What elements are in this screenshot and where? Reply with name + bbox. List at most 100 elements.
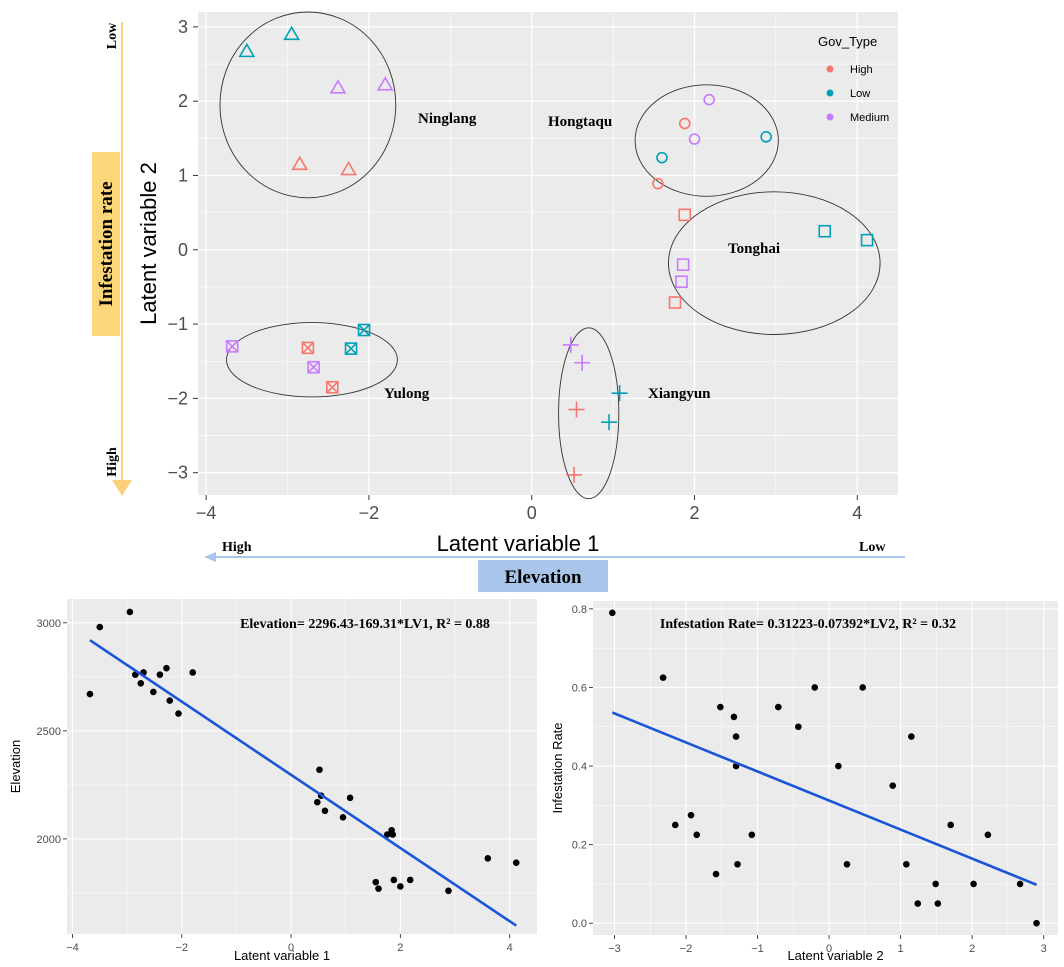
- reg1-panel-background: [67, 599, 537, 934]
- data-point: [748, 831, 756, 839]
- data-point: [390, 876, 398, 884]
- infestation-regression-plot: −3 −2 −1 0 1 2 3 0.0 0.2 0.4 0.6 0.8 Infestation Ra…: [550, 601, 1058, 963]
- data-point: [126, 608, 134, 616]
- cluster-label: Ninglang: [418, 111, 477, 127]
- square-x-point: [307, 360, 320, 374]
- reg2-fit-line: [611, 711, 1038, 886]
- square-point: [668, 296, 682, 309]
- data-point: [671, 821, 679, 829]
- square-point: [678, 208, 692, 222]
- data-point: [934, 900, 942, 907]
- x-tick-label: −2: [680, 943, 693, 955]
- x-tick-label: 0: [288, 942, 294, 954]
- legend-title: Gov_Type: [818, 34, 877, 49]
- data-point: [406, 876, 414, 884]
- x-tick-label: −4: [196, 503, 217, 523]
- left-low-label: Low: [105, 22, 120, 49]
- y-tick-label: −2: [167, 388, 188, 408]
- y-tick-label: 2000: [37, 834, 61, 846]
- cluster-ellipses: [219, 11, 881, 500]
- x-tick-label: −3: [608, 943, 621, 955]
- circle-point: [703, 93, 715, 106]
- cluster-labels: Ninglang Hongtaqu Tonghai Yulong Xiangyun: [384, 111, 780, 402]
- data-point: [687, 811, 695, 819]
- circle-point: [678, 117, 691, 130]
- x-tick-label: 1: [898, 943, 904, 955]
- square-x-cross: [226, 340, 239, 353]
- x-tick-label: 4: [507, 942, 513, 954]
- data-point: [908, 733, 915, 740]
- square-x-cross: [301, 341, 314, 354]
- x-tick-label: −2: [359, 503, 380, 523]
- main-panel-background: [198, 12, 898, 495]
- left-high-label: High: [105, 447, 120, 477]
- data-point: [137, 679, 145, 687]
- reg2-x-axis-label: Latent variable 2: [787, 948, 883, 963]
- data-point: [734, 860, 741, 868]
- square-x-point: [344, 342, 358, 355]
- y-tick-label: 0.8: [572, 604, 587, 616]
- main-y-axis-label: Latent variable 2: [136, 162, 161, 325]
- x-tick-label: 0: [826, 943, 832, 955]
- square-point: [675, 275, 688, 289]
- data-point: [339, 813, 347, 821]
- data-point: [843, 860, 851, 868]
- square-x-cross: [307, 361, 320, 374]
- data-point: [730, 713, 738, 721]
- circle-point: [760, 131, 772, 143]
- triangle-point: [283, 25, 300, 41]
- data-point: [96, 623, 104, 631]
- x-tick-label: 2: [690, 503, 700, 523]
- infestation-rate-arrow: Low High Infestation rate: [92, 22, 132, 496]
- data-point: [903, 860, 910, 868]
- elevation-arrow: High Low Elevation: [204, 540, 905, 592]
- square-x-box: [301, 341, 315, 355]
- y-tick-label: 3: [178, 17, 188, 37]
- data-point: [316, 766, 323, 774]
- legend-label: Low: [850, 88, 870, 100]
- square-x-box: [326, 380, 339, 394]
- plus-point: [562, 336, 579, 353]
- blue-arrow-head: [204, 552, 216, 562]
- square-x-box: [225, 340, 239, 353]
- data-point: [189, 669, 196, 676]
- bottom-low-label: Low: [859, 540, 886, 555]
- bottom-high-label: High: [222, 540, 252, 555]
- elevation-label: Elevation: [504, 567, 581, 588]
- reg1-gridlines: [67, 599, 537, 934]
- data-point: [389, 831, 397, 838]
- data-point: [166, 697, 174, 704]
- y-tick-label: −3: [167, 463, 188, 483]
- x-tick-label: −4: [66, 942, 79, 954]
- square-x-box: [357, 323, 371, 337]
- square-x-point: [326, 380, 339, 394]
- cluster-ellipse: [558, 327, 620, 500]
- data-point: [346, 794, 354, 802]
- data-point: [372, 878, 380, 886]
- data-point: [445, 887, 452, 895]
- legend-label: Medium: [850, 112, 889, 124]
- circle-point: [656, 151, 668, 164]
- y-tick-label: 0.2: [572, 840, 587, 852]
- square-x-point: [357, 323, 371, 337]
- square-x-cross: [326, 381, 339, 394]
- data-point: [774, 703, 782, 711]
- reg2-y-axis-label: Infestation Rate: [550, 722, 565, 813]
- square-x-point: [225, 340, 239, 353]
- plus-point: [566, 466, 583, 483]
- y-tick-label: 1: [178, 165, 188, 185]
- square-x-cross: [357, 323, 371, 337]
- infestation-rate-label: Infestation rate: [96, 181, 117, 306]
- cluster-points: [225, 25, 874, 483]
- y-tick-label: 0.6: [572, 682, 587, 694]
- data-point: [947, 821, 954, 829]
- y-tick-label: 2500: [37, 726, 61, 738]
- infestation-rate-box: [92, 152, 120, 336]
- data-point: [984, 831, 992, 839]
- legend-swatch: [826, 65, 834, 73]
- main-tick-labels: −4 −2 0 2 4 −3 −2 −1 0 1 2 3: [167, 17, 862, 523]
- data-point: [795, 723, 802, 731]
- square-x-point: [301, 341, 315, 355]
- data-point: [717, 703, 724, 711]
- data-point: [175, 710, 182, 717]
